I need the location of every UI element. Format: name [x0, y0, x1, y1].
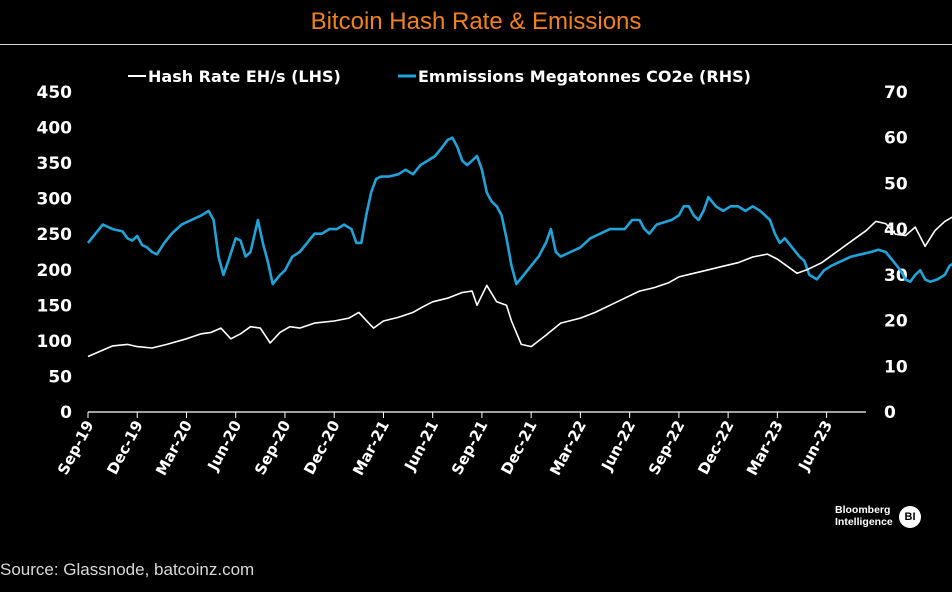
x-tick-label: Jun-22	[597, 417, 639, 474]
bloomberg-intelligence-logo: Bloomberg Intelligence	[835, 504, 893, 528]
y-right-tick-label: 20	[884, 312, 908, 332]
y-left-tick-label: 150	[37, 296, 73, 316]
title-divider	[0, 44, 952, 45]
x-tick-label: Mar-21	[349, 417, 393, 478]
y-left-tick-label: 400	[37, 119, 73, 139]
chart-title: Bitcoin Hash Rate & Emissions	[310, 8, 642, 35]
brand-line1: Bloomberg	[835, 504, 891, 516]
x-tick-label: Jun-20	[204, 417, 246, 474]
chart-series	[86, 136, 952, 358]
chart-legend: Hash Rate EH/s (LHS) Emmissions Megatonne…	[128, 67, 751, 86]
x-tick-label: Dec-20	[300, 417, 343, 477]
x-tick-label: Mar-23	[743, 417, 787, 478]
x-tick-label: Sep-19	[54, 417, 98, 477]
y-right-tick-label: 40	[884, 220, 908, 240]
y-left-tick-label: 350	[37, 154, 73, 174]
x-tick-label: Dec-22	[694, 417, 737, 477]
y-left-tick-label: 300	[37, 190, 73, 210]
y-left-tick-label: 50	[48, 367, 72, 387]
x-tick-label: Mar-20	[152, 417, 196, 478]
x-tick-label: Sep-22	[645, 417, 689, 477]
hash-rate-series-line	[87, 216, 952, 358]
y-right-tick-label: 0	[884, 403, 896, 423]
x-tick-label: Sep-20	[251, 417, 295, 477]
x-tick-label: Sep-21	[448, 417, 492, 477]
bi-badge-icon: BI	[899, 506, 921, 528]
emissions-series-line	[86, 136, 952, 286]
x-tick-label: Jun-21	[400, 417, 442, 474]
x-tick-label: Dec-21	[497, 417, 540, 477]
legend-label-emissions: Emmissions Megatonnes CO2e (RHS)	[418, 67, 751, 86]
brand-line2: Intelligence	[835, 516, 893, 528]
x-tick-label: Mar-22	[546, 417, 590, 478]
y-left-tick-label: 100	[37, 332, 73, 352]
y-right-tick-label: 60	[884, 129, 908, 149]
x-tick-label: Jun-23	[794, 417, 836, 474]
x-tick-label: Dec-19	[103, 417, 146, 477]
y-left-tick-label: 0	[60, 403, 72, 423]
source-note: Source: Glassnode, batcoinz.com	[0, 560, 255, 579]
legend-label-hash-rate: Hash Rate EH/s (LHS)	[148, 67, 341, 86]
y-left-tick-label: 200	[37, 261, 73, 281]
y-right-tick-label: 10	[884, 357, 908, 377]
chart-plot: 0501001502002503003504004500102030405060…	[37, 67, 952, 478]
y-right-tick-label: 50	[884, 174, 908, 194]
y-left-tick-label: 250	[37, 225, 73, 245]
y-left-tick-label: 450	[37, 83, 73, 103]
chart-axes: 0501001502002503003504004500102030405060…	[37, 83, 908, 478]
y-right-tick-label: 70	[884, 83, 908, 103]
